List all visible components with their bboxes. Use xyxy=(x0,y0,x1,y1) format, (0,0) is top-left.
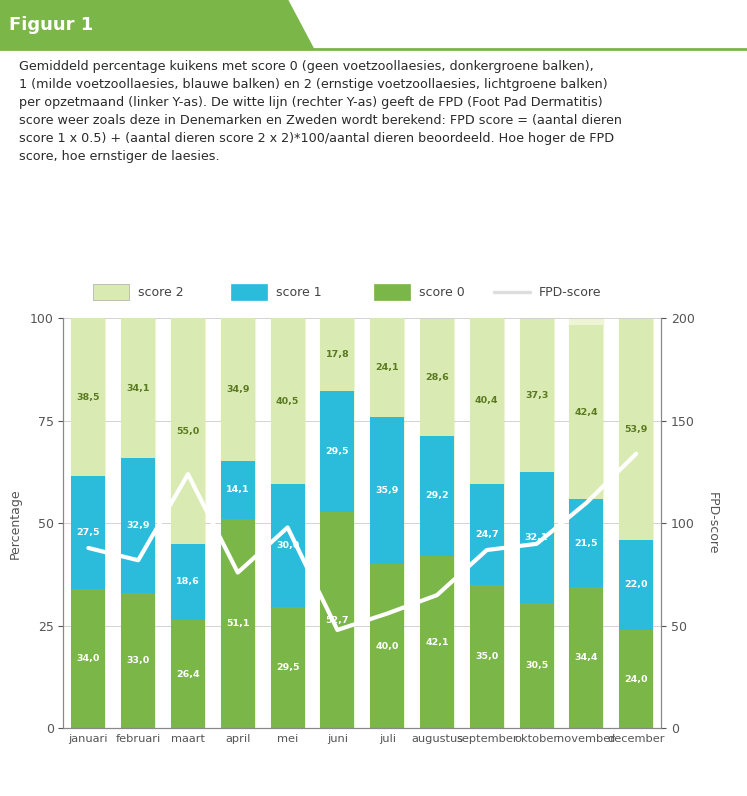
Bar xyxy=(171,620,205,728)
Text: 28,6: 28,6 xyxy=(425,373,449,382)
Text: 29,2: 29,2 xyxy=(425,491,449,501)
Text: 29,5: 29,5 xyxy=(326,447,349,456)
Bar xyxy=(470,318,503,484)
Text: 26,4: 26,4 xyxy=(176,669,199,679)
Bar xyxy=(320,318,354,392)
Polygon shape xyxy=(0,0,314,49)
Text: 42,4: 42,4 xyxy=(574,408,598,417)
Bar xyxy=(121,318,155,458)
Bar xyxy=(420,319,454,436)
Bar xyxy=(270,318,305,485)
Text: 40,0: 40,0 xyxy=(376,642,399,651)
Bar xyxy=(72,318,105,728)
Bar xyxy=(569,318,604,728)
Text: 24,1: 24,1 xyxy=(376,363,399,373)
Bar xyxy=(569,499,604,587)
Y-axis label: Percentage: Percentage xyxy=(8,488,22,559)
Bar xyxy=(320,318,354,728)
Text: 21,5: 21,5 xyxy=(574,539,598,548)
Text: 52,7: 52,7 xyxy=(326,616,349,625)
Bar xyxy=(420,556,454,728)
Text: 34,4: 34,4 xyxy=(574,654,598,662)
Text: 42,1: 42,1 xyxy=(425,638,449,646)
Bar xyxy=(171,318,205,728)
Text: 14,1: 14,1 xyxy=(226,486,249,494)
Text: 27,5: 27,5 xyxy=(77,528,100,537)
Bar xyxy=(520,318,554,728)
Bar xyxy=(221,318,255,461)
Bar xyxy=(221,519,255,728)
Bar xyxy=(470,484,503,585)
Bar xyxy=(121,318,155,728)
Bar xyxy=(270,318,305,728)
Text: 32,9: 32,9 xyxy=(126,521,150,530)
Bar xyxy=(569,326,604,499)
Bar xyxy=(72,589,105,728)
Text: 53,9: 53,9 xyxy=(624,425,648,434)
Bar xyxy=(470,318,503,728)
Bar xyxy=(320,513,354,728)
Bar xyxy=(320,392,354,513)
Bar xyxy=(420,436,454,556)
Bar xyxy=(121,458,155,593)
Text: 30,0: 30,0 xyxy=(276,541,300,550)
Bar xyxy=(520,472,554,603)
Bar xyxy=(520,603,554,728)
Text: Gemiddeld percentage kuikens met score 0 (geen voetzoollaesies, donkergroene bal: Gemiddeld percentage kuikens met score 0… xyxy=(19,60,622,162)
Bar xyxy=(221,318,255,728)
Text: 32,1: 32,1 xyxy=(525,533,548,542)
Bar xyxy=(371,318,404,417)
Text: 24,0: 24,0 xyxy=(624,675,648,684)
Text: 18,6: 18,6 xyxy=(176,577,200,587)
Text: score 0: score 0 xyxy=(419,286,465,298)
Text: 38,5: 38,5 xyxy=(77,392,100,402)
Bar xyxy=(371,564,404,728)
Bar xyxy=(470,585,503,728)
Bar xyxy=(619,319,653,540)
Text: 51,1: 51,1 xyxy=(226,619,249,628)
Bar xyxy=(171,544,205,620)
Y-axis label: FPD-score: FPD-score xyxy=(706,492,719,555)
Bar xyxy=(72,476,105,589)
Text: 24,7: 24,7 xyxy=(475,529,498,539)
Bar xyxy=(121,593,155,728)
Bar xyxy=(374,284,410,301)
Text: 29,5: 29,5 xyxy=(276,663,300,673)
Text: 34,9: 34,9 xyxy=(226,385,249,394)
Bar xyxy=(231,284,267,301)
Text: 30,5: 30,5 xyxy=(525,661,548,670)
Bar xyxy=(221,461,255,519)
Text: score 1: score 1 xyxy=(276,286,321,298)
Bar xyxy=(420,318,454,728)
Text: FPD-score: FPD-score xyxy=(539,286,601,298)
Text: score 2: score 2 xyxy=(138,286,184,298)
Text: Figuur 1: Figuur 1 xyxy=(9,16,93,33)
Bar xyxy=(520,319,554,472)
Bar xyxy=(93,284,129,301)
Text: 22,0: 22,0 xyxy=(624,580,648,589)
Text: 40,4: 40,4 xyxy=(475,396,498,405)
Bar xyxy=(371,417,404,564)
Bar xyxy=(171,318,205,544)
Bar xyxy=(619,540,653,630)
Bar xyxy=(270,607,305,728)
Text: 34,1: 34,1 xyxy=(126,384,150,392)
Bar xyxy=(72,318,105,476)
Text: 35,9: 35,9 xyxy=(376,486,399,495)
Bar xyxy=(619,318,653,728)
Text: 17,8: 17,8 xyxy=(326,350,350,359)
Text: 40,5: 40,5 xyxy=(276,397,300,406)
Bar xyxy=(569,587,604,728)
Text: 34,0: 34,0 xyxy=(77,654,100,663)
Text: 37,3: 37,3 xyxy=(525,391,548,400)
Text: 35,0: 35,0 xyxy=(475,652,498,661)
Bar xyxy=(270,485,305,607)
Bar xyxy=(619,630,653,728)
Bar xyxy=(371,318,404,728)
Text: 55,0: 55,0 xyxy=(176,427,199,435)
Text: 33,0: 33,0 xyxy=(126,656,150,665)
